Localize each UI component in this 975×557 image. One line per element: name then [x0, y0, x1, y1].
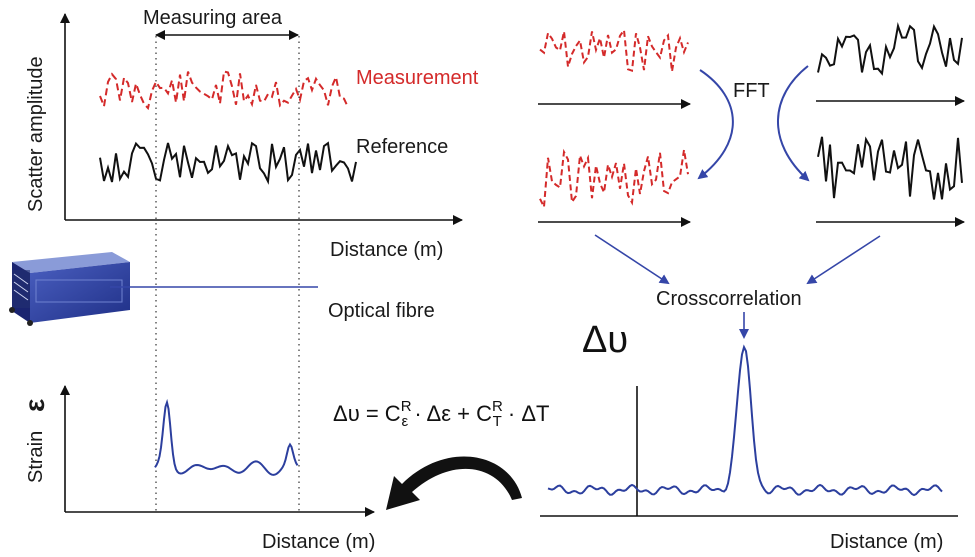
strain-panel: Strain ε Distance (m) [19, 385, 375, 553]
measurement-curve [99, 70, 349, 111]
fft-reference-curve-bottom [817, 136, 963, 200]
strain-symbol: ε [19, 399, 50, 412]
delta-nu-axis-label: Δυ [582, 319, 628, 361]
fft-arrow-left [697, 69, 734, 180]
curved-black-arrow-icon [386, 456, 522, 510]
interrogator-device-icon [9, 252, 130, 326]
fft-label: FFT [733, 80, 770, 102]
crosscorrelation-label: Crosscorrelation [656, 288, 802, 310]
measurement-label: Measurement [356, 67, 479, 89]
distance-bottom-right-label: Distance (m) [830, 531, 943, 553]
fft-reference-curve-top [817, 22, 963, 76]
fft-measurement-curve-top [539, 27, 689, 73]
distance-top-label: Distance (m) [330, 239, 443, 261]
reference-label: Reference [356, 136, 448, 158]
to-crosscorrelation-arrow-right [806, 235, 881, 285]
scatter-y-label: Scatter amplitude [25, 56, 47, 212]
strain-y-label: Strain [25, 431, 47, 483]
reference-curve [99, 141, 357, 185]
strain-temperature-equation: Δυ = CR ε · Δε + CR T · ΔT [333, 398, 549, 430]
strain-curve [154, 398, 299, 476]
fft-arrow-right [777, 65, 810, 182]
crosscorrelation-panel: Δυ Distance (m) [540, 319, 958, 553]
fft-measurement-curve-bottom [539, 148, 689, 211]
distance-bottom-left-label: Distance (m) [262, 531, 375, 553]
measuring-area-label: Measuring area [143, 7, 283, 29]
fft-panels: FFT Crosscorrelation [538, 22, 965, 339]
scatter-panel: Scatter amplitude Distance (m) Measuring… [25, 7, 479, 261]
to-crosscorrelation-arrow-left [594, 234, 670, 285]
crosscorrelation-curve [547, 344, 943, 497]
optical-fibre-label: Optical fibre [328, 300, 435, 322]
